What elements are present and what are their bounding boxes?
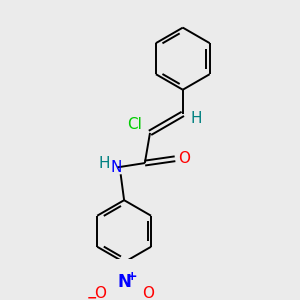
Text: +: + (127, 271, 137, 284)
Text: H: H (191, 111, 202, 126)
Text: H: H (98, 156, 110, 171)
Text: N: N (117, 273, 131, 291)
Text: O: O (94, 286, 106, 300)
Text: O: O (142, 286, 154, 300)
Text: N: N (111, 160, 122, 175)
Text: Cl: Cl (127, 117, 142, 132)
Text: −: − (87, 291, 98, 300)
Text: O: O (178, 151, 190, 166)
